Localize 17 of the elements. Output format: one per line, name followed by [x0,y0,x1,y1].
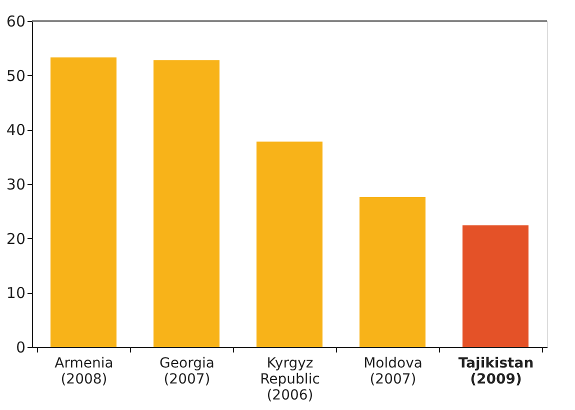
x-tick-label: Armenia (2008) [54,356,114,388]
x-tick-label: Kyrgyz Republic (2006) [260,356,320,404]
y-tick-label: 40 [6,121,26,140]
bar [50,57,116,347]
x-tick-label: Moldova (2007) [364,356,422,388]
y-tick-label: 20 [6,230,26,248]
y-tick-label: 10 [6,284,26,302]
bar [360,197,426,347]
x-tick-label: Georgia (2007) [160,356,214,388]
x-tick-label: Tajikistan (2009) [458,356,534,388]
y-tick-label: 50 [6,66,26,85]
y-tick-label: 0 [16,338,26,356]
y-tick-label: 60 [6,12,26,30]
y-tick-label: 30 [6,176,26,194]
bar [154,60,220,347]
bar [462,225,528,347]
bar [256,142,322,347]
